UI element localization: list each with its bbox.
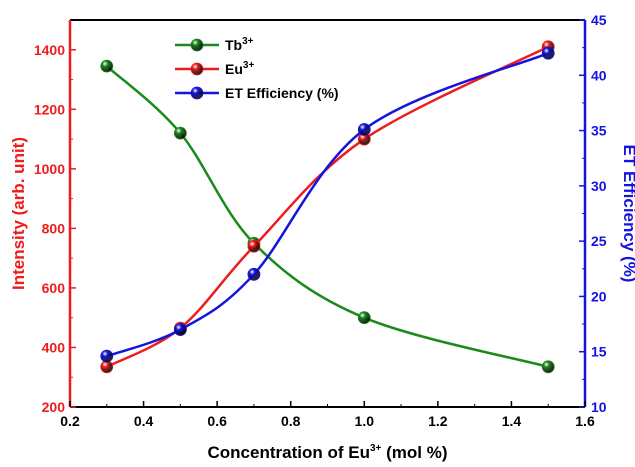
axes: 0.2 0.4 0.6 0.8 1.0 1.2 1.4 1.6 200 400 600 800 1000… [34, 12, 607, 429]
y-axis-left-title: Intensity (arb. unit) [9, 137, 28, 290]
legend-label-main: Eu [225, 61, 243, 77]
data-point-et-efficiency [541, 46, 555, 60]
x-tick-label: 1.4 [502, 413, 522, 429]
x-axis-title-tail: (mol %) [381, 443, 447, 462]
x-axis-title-main: Concentration of Eu [208, 443, 370, 462]
data-point-et-efficiency [357, 123, 371, 136]
x-tick-label: 0.2 [60, 413, 80, 429]
x-tick-label: 1.2 [428, 413, 448, 429]
y-axis-right-title: ET Efficiency (%) [620, 145, 635, 283]
legend-marker-eu [190, 62, 204, 76]
legend: Tb3+Eu3+ET Efficiency (%) [175, 36, 339, 101]
legend-label-sup: 3+ [243, 60, 255, 71]
legend-label-main: Tb [225, 37, 242, 53]
legend-label-eu: Eu3+ [225, 60, 254, 77]
y-right-tick-label: 30 [591, 178, 607, 194]
plot-area [100, 40, 555, 374]
x-tick-label: 0.8 [281, 413, 301, 429]
data-point-tb [173, 126, 187, 140]
y-right-tick-label: 20 [591, 288, 607, 304]
legend-label-tb: Tb3+ [225, 36, 254, 53]
data-point-et-efficiency [100, 349, 114, 363]
y-right-tick-label: 40 [591, 67, 607, 83]
y-right-tick-label: 25 [591, 233, 607, 249]
data-point-tb [100, 59, 114, 73]
x-tick-label: 1.6 [575, 413, 595, 429]
y-left-tick-label: 1000 [34, 161, 65, 177]
y-left-tick-label: 1200 [34, 101, 65, 117]
legend-marker-et-efficiency [190, 86, 204, 100]
y-right-tick-label: 10 [591, 399, 607, 415]
data-point-eu [247, 239, 261, 253]
y-right-tick-label: 15 [591, 344, 607, 360]
series-line-et-efficiency [106, 52, 549, 358]
y-right-tick-label: 35 [591, 123, 607, 139]
x-tick-label: 0.6 [207, 413, 227, 429]
data-point-eu [100, 360, 114, 374]
x-tick-label: 0.4 [134, 413, 154, 429]
y-left-tick-label: 400 [42, 339, 66, 355]
data-point-et-efficiency [173, 323, 187, 337]
y-left-tick-label: 600 [42, 280, 66, 296]
data-point-tb [357, 311, 371, 325]
x-tick-label: 1.0 [355, 413, 375, 429]
x-axis-title-sup: 3+ [370, 443, 382, 454]
y-left-tick-label: 800 [42, 220, 66, 236]
legend-label-et-efficiency: ET Efficiency (%) [225, 85, 339, 101]
legend-label-main: ET Efficiency (%) [225, 85, 339, 101]
data-point-tb [541, 360, 555, 374]
data-point-et-efficiency [247, 267, 261, 281]
legend-label-sup: 3+ [242, 36, 254, 47]
y-left-tick-label: 1400 [34, 42, 65, 58]
x-axis-title: Concentration of Eu3+ (mol %) [208, 443, 448, 462]
series-line-tb [105, 65, 549, 369]
legend-marker-tb [190, 38, 204, 52]
y-left-tick-label: 200 [42, 399, 66, 415]
y-right-tick-label: 45 [591, 12, 607, 28]
